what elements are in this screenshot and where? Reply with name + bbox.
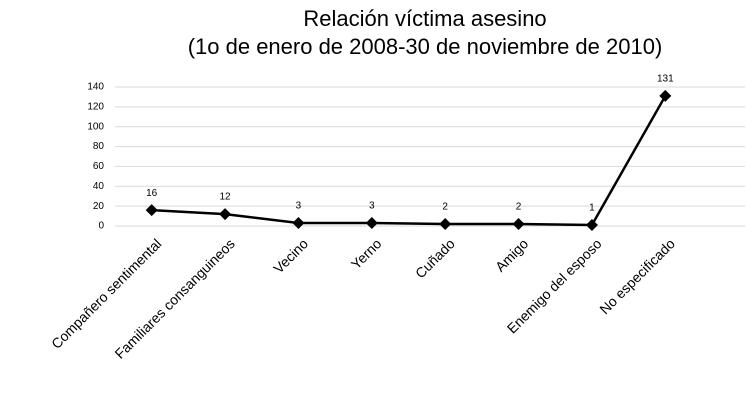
data-label: 16 (146, 188, 158, 199)
data-label: 2 (442, 202, 448, 213)
marker (659, 89, 672, 102)
marker (512, 218, 525, 231)
data-label: 1 (589, 203, 595, 214)
line (151, 95, 667, 227)
marker (365, 217, 378, 230)
x-tick-label: Yerno (348, 235, 385, 272)
x-tick-label: Cuñado (412, 235, 458, 281)
marker (439, 218, 452, 231)
x-tick-label: Amigo (492, 235, 532, 275)
chart-subtitle: (1o de enero de 2008-30 de noviembre de … (188, 34, 663, 59)
data-label: 2 (516, 202, 522, 213)
y-tick-label: 100 (87, 121, 104, 132)
y-tick-label: 120 (87, 101, 104, 112)
x-tick-label: No especificado (596, 235, 678, 317)
marker (585, 219, 598, 232)
y-tick-label: 140 (87, 82, 104, 93)
y-tick-label: 80 (93, 141, 105, 152)
marker (145, 204, 158, 217)
data-label: 3 (296, 201, 302, 212)
chart-title: Relación víctima asesino (303, 6, 546, 31)
marker (219, 208, 232, 221)
x-tick-label: Vecino (270, 235, 311, 276)
y-tick-label: 60 (93, 161, 105, 172)
y-tick-label: 20 (93, 201, 105, 212)
y-tick-label: 40 (93, 181, 105, 192)
y-tick-label: 0 (98, 221, 104, 232)
data-label: 3 (369, 201, 375, 212)
data-label: 131 (657, 74, 674, 85)
data-label: 12 (220, 192, 232, 203)
x-tick-label: Familiares consanguineos (111, 235, 237, 361)
marker (292, 217, 305, 230)
